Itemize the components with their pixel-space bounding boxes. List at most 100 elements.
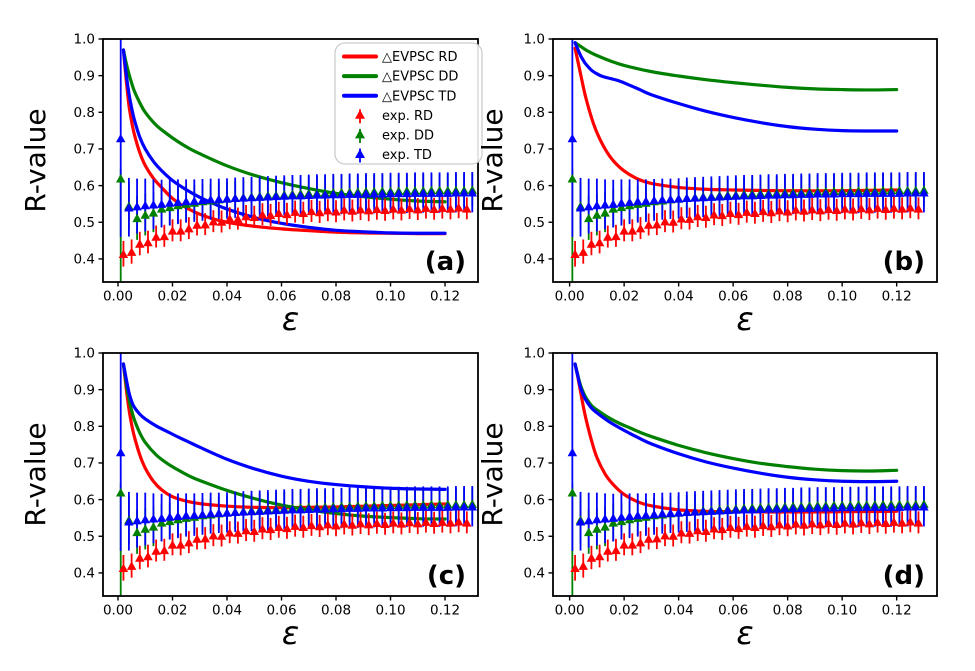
triangle-marker [254,192,265,201]
triangle-marker [331,521,341,530]
y-tick-label: 0.6 [74,178,95,194]
triangle-marker [837,502,847,512]
y-tick-label: 0.9 [74,382,95,398]
triangle-marker [673,508,684,517]
triangle-marker [910,501,921,511]
triangle-marker [657,194,668,204]
triangle-marker [570,563,580,573]
x-tick-label: 0.12 [882,603,912,619]
triangle-marker [393,502,404,512]
triangle-marker [263,505,273,515]
triangle-marker [774,519,785,529]
triangle-marker [668,531,678,540]
triangle-marker [306,206,317,216]
y-axis-label-d: R-value [476,422,509,526]
triangle-marker [205,508,216,518]
triangle-marker [167,226,178,235]
triangle-marker [624,197,635,206]
model-curve-td-d [573,362,899,484]
triangle-marker [271,191,281,201]
triangle-marker [837,188,847,198]
triangle-marker [115,174,126,183]
triangle-marker [913,518,924,527]
triangle-marker [148,200,159,209]
legend-entry-exp-dd: exp. DD [355,129,434,144]
triangle-marker [831,205,842,215]
triangle-marker [905,516,916,526]
triangle-marker [856,203,866,213]
triangle-marker [799,206,809,215]
triangle-marker [115,488,126,497]
triangle-marker [690,193,700,202]
x-tick-label: 0.02 [157,603,187,619]
triangle-marker [181,510,191,520]
x-tick-label: 0.00 [103,603,133,619]
triangle-marker [583,201,594,211]
triangle-marker [692,525,703,535]
triangle-marker [165,198,175,207]
axis-ticks-b: 0.00 0.02 0.04 0.06 0.08 0.10 0.12 1.0 0.9 0.8 0.7… [524,32,912,305]
triangle-marker [791,519,801,528]
model-curve-td-b [573,41,899,133]
triangle-marker [274,522,284,531]
x-axis-label-d: ε [736,614,753,652]
triangle-marker [848,519,858,528]
triangle-marker [462,204,472,213]
triangle-marker [714,191,725,201]
x-tick-label: 0.02 [609,603,639,619]
triangle-marker [742,207,752,216]
triangle-marker [377,189,388,198]
triangle-marker [263,191,273,201]
triangle-marker [714,505,725,515]
triangle-marker [709,523,719,533]
triangle-marker [788,189,798,199]
triangle-marker [643,534,654,543]
triangle-marker [353,189,363,198]
x-tick-label: 0.10 [827,603,857,619]
triangle-marker [314,521,325,531]
triangle-marker [624,511,635,520]
triangle-marker [902,501,913,511]
triangle-marker [214,194,224,204]
triangle-marker [592,524,602,533]
triangle-marker [181,196,191,206]
triangle-marker [216,217,227,226]
triangle-marker [807,204,817,214]
triangle-marker [377,503,388,512]
triangle-marker [445,518,456,527]
y-tick-label: 0.8 [74,105,95,121]
legend-entry-exp-td: exp. TD [355,148,432,163]
panel-label-d: (d) [883,561,925,591]
triangle-marker [733,523,744,533]
triangle-marker [722,191,733,201]
triangle-marker [347,206,358,215]
triangle-marker [567,133,578,143]
triangle-marker [774,205,785,215]
panel-label-a: (a) [425,247,466,277]
triangle-marker [684,528,695,537]
triangle-marker [823,518,834,527]
triangle-marker [812,503,823,512]
triangle-marker [750,522,760,531]
triangle-marker [388,518,398,527]
triangle-marker [369,189,379,198]
panel-label-b: (b) [883,247,925,277]
legend-label: △EVPSC TD [382,89,456,104]
x-tick-label: 0.00 [555,603,585,619]
axis-ticks-a: 0.00 0.02 0.04 0.06 0.08 0.10 0.12 1.0 0.9 0.8 0.7… [74,32,461,305]
triangle-marker [290,207,300,216]
triangle-marker [747,504,757,514]
legend-label: exp. DD [382,129,434,144]
legend: △EVPSC RD △EVPSC DD △EVPSC TD exp. RD exp. D… [334,42,483,165]
triangle-marker [649,195,659,205]
y-tick-label: 0.7 [74,142,95,158]
y-tick-label: 1.0 [524,32,545,48]
triangle-marker [402,502,412,512]
triangle-marker [821,503,831,512]
triangle-marker [404,203,415,213]
triangle-marker [306,520,317,530]
exp-errorbars-td-b [571,39,925,237]
triangle-marker [815,519,826,529]
triangle-marker [782,521,793,530]
y-tick-label: 0.5 [74,529,95,545]
